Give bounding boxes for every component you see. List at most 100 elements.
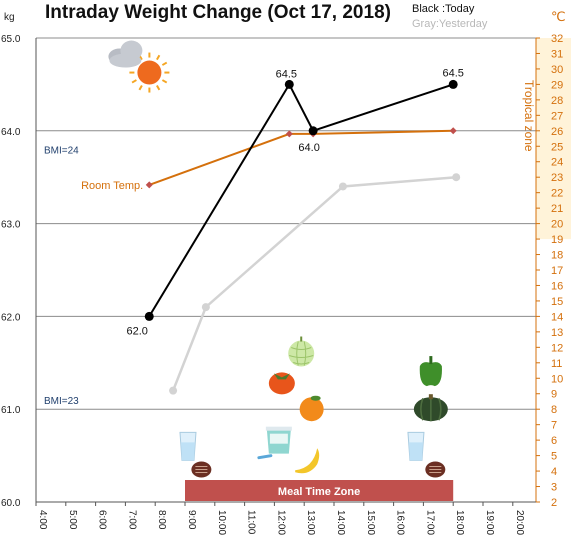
x-tick-label: 4:00 bbox=[37, 510, 48, 530]
bmi-label: BMI=23 bbox=[44, 396, 79, 407]
y-axis-ticks: 60.0 61.0 62.0 63.0 64.0 65.0 bbox=[1, 34, 21, 509]
weather-cloud-sun-icon bbox=[108, 40, 170, 93]
series: Room Temp. 62.0 64.5 64.0 64.5 bbox=[81, 67, 464, 395]
y2-tick-label: 25 bbox=[551, 141, 563, 153]
y-tick-label: 65.0 bbox=[1, 34, 21, 45]
x-tick-label: 18:00 bbox=[454, 510, 465, 535]
bell-pepper-icon bbox=[419, 356, 442, 387]
orange-icon bbox=[299, 395, 324, 422]
y2-tick-label: 30 bbox=[551, 64, 563, 76]
x-tick-label: 5:00 bbox=[67, 510, 78, 530]
y2-tick-label: 15 bbox=[551, 296, 563, 308]
y-tick-label: 60.0 bbox=[1, 498, 21, 509]
point-yesterday bbox=[338, 182, 347, 191]
x-tick-label: 20:00 bbox=[514, 510, 525, 535]
x-tick-label: 17:00 bbox=[424, 510, 435, 535]
x-tick-label: 14:00 bbox=[335, 510, 346, 535]
y2-tick-label: 32 bbox=[551, 33, 563, 45]
x-tick-label: 16:00 bbox=[395, 510, 406, 535]
melon-icon bbox=[288, 336, 315, 367]
y2-tick-label: 18 bbox=[551, 250, 563, 262]
y2-tick-label: 23 bbox=[551, 172, 563, 184]
y2-tick-label: 19 bbox=[551, 234, 563, 246]
y2-tick-label: 26 bbox=[551, 126, 563, 138]
series-room-temp-label: Room Temp. bbox=[81, 180, 143, 192]
chocolate-icon bbox=[425, 461, 446, 478]
y2-axis-ticks: 2345678910111213141516171819202122232425… bbox=[536, 33, 563, 509]
x-tick-label: 11:00 bbox=[246, 510, 257, 535]
point-today bbox=[308, 126, 318, 136]
x-tick-label: 13:00 bbox=[305, 510, 316, 535]
point-room-temp bbox=[145, 181, 153, 189]
tropical-zone: Tropical zone bbox=[522, 38, 571, 240]
data-label-today: 62.0 bbox=[127, 325, 148, 337]
x-tick-label: 19:00 bbox=[484, 510, 495, 535]
point-today bbox=[448, 79, 458, 89]
point-yesterday bbox=[169, 386, 178, 395]
series-room-temp-line bbox=[148, 129, 454, 186]
data-label-today: 64.0 bbox=[298, 142, 319, 154]
y2-tick-label: 13 bbox=[551, 327, 563, 339]
meal-time-zone-bar bbox=[185, 480, 454, 501]
point-yesterday bbox=[201, 303, 210, 312]
water-glass-icon bbox=[179, 431, 197, 461]
y2-tick-label: 2 bbox=[551, 497, 557, 509]
yogurt-icon bbox=[257, 426, 292, 460]
pumpkin-icon bbox=[413, 394, 448, 422]
y2-tick-label: 11 bbox=[551, 358, 562, 370]
y2-axis-unit: ℃ bbox=[551, 9, 566, 24]
point-yesterday bbox=[452, 173, 461, 182]
meal-time-zone-label: Meal Time Zone bbox=[278, 486, 360, 498]
series-yesterday-line bbox=[171, 175, 457, 392]
x-axis-ticks: 4:00 5:00 6:00 7:00 8:00 9:00 10:00 11:00 12:00 1… bbox=[35, 502, 525, 535]
point-today bbox=[284, 79, 294, 89]
tropical-zone-band bbox=[536, 38, 571, 240]
bmi-label: BMI=24 bbox=[44, 145, 79, 156]
point-room-temp bbox=[285, 130, 293, 138]
chart-title: Intraday Weight Change (Oct 17, 2018) bbox=[45, 2, 391, 23]
x-tick-label: 15:00 bbox=[365, 510, 376, 535]
data-label-today: 64.5 bbox=[442, 67, 463, 79]
y2-tick-label: 5 bbox=[551, 451, 557, 463]
y2-tick-label: 29 bbox=[551, 79, 563, 91]
y2-tick-label: 22 bbox=[551, 188, 563, 200]
y2-tick-label: 24 bbox=[551, 157, 563, 169]
y2-tick-label: 4 bbox=[551, 466, 557, 478]
y2-tick-label: 21 bbox=[551, 203, 563, 215]
tropical-zone-label: Tropical zone bbox=[522, 80, 536, 152]
y-tick-label: 61.0 bbox=[1, 405, 21, 416]
series-today-line bbox=[148, 82, 454, 317]
y2-tick-label: 17 bbox=[551, 265, 563, 277]
y2-tick-label: 28 bbox=[551, 95, 563, 107]
x-tick-label: 8:00 bbox=[156, 510, 167, 530]
y2-tick-label: 9 bbox=[551, 389, 557, 401]
x-tick-label: 7:00 bbox=[126, 510, 137, 530]
persimmon-icon bbox=[268, 372, 295, 395]
y2-tick-label: 10 bbox=[551, 373, 563, 385]
y2-tick-label: 12 bbox=[551, 342, 563, 354]
x-tick-label: 6:00 bbox=[97, 510, 108, 530]
point-today bbox=[144, 311, 154, 321]
x-tick-label: 9:00 bbox=[186, 510, 197, 530]
y-tick-label: 64.0 bbox=[1, 127, 21, 138]
data-label-today: 64.5 bbox=[276, 68, 297, 80]
y-axis-unit: kg bbox=[4, 12, 15, 23]
x-tick-label: 10:00 bbox=[216, 510, 227, 535]
y2-tick-label: 20 bbox=[551, 219, 563, 231]
y2-tick-label: 31 bbox=[551, 48, 563, 60]
illustrations bbox=[108, 40, 448, 478]
legend-yesterday: Gray:Yesterday bbox=[412, 18, 488, 30]
y2-tick-label: 6 bbox=[551, 435, 557, 447]
y2-tick-label: 14 bbox=[551, 311, 563, 323]
water-glass-icon bbox=[407, 431, 425, 461]
y-tick-label: 63.0 bbox=[1, 220, 21, 231]
y-tick-label: 62.0 bbox=[1, 312, 21, 323]
chocolate-icon bbox=[191, 461, 212, 478]
x-tick-label: 12:00 bbox=[275, 510, 286, 535]
bmi-labels: BMI=24 BMI=23 bbox=[44, 145, 79, 407]
y2-tick-label: 27 bbox=[551, 110, 563, 122]
banana-icon bbox=[295, 448, 320, 474]
point-room-temp bbox=[449, 127, 457, 135]
y2-tick-label: 7 bbox=[551, 420, 557, 432]
